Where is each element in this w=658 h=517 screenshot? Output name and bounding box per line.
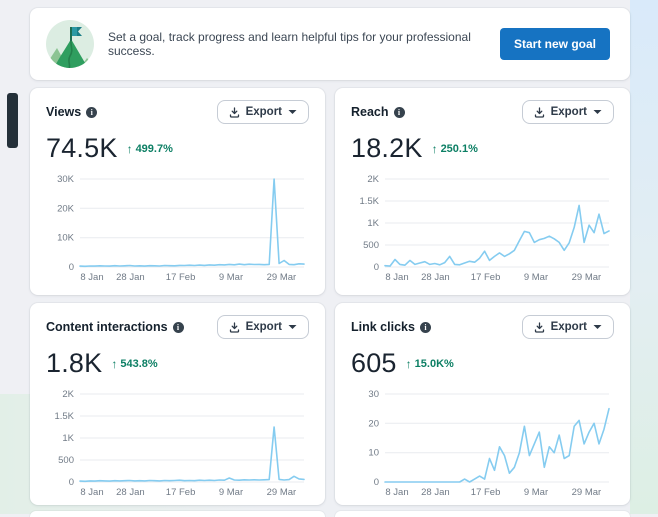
svg-text:8 Jan: 8 Jan xyxy=(385,272,408,283)
trend-chart: 0 10K 20K 30K 8 Jan 28 Jan 17 Feb 9 Mar 29 Mar xyxy=(57,174,305,283)
info-icon[interactable]: i xyxy=(393,106,405,118)
svg-text:28 Jan: 28 Jan xyxy=(421,487,450,498)
svg-text:9 Mar: 9 Mar xyxy=(524,272,548,283)
next-row-card-stub xyxy=(335,511,630,517)
export-button[interactable]: Export xyxy=(216,315,309,339)
metric-card-reach: Reach i Export 18.2K ↑ 250.1% 0 500 1K 1.5K 2… xyxy=(335,88,630,295)
export-button[interactable]: Export xyxy=(216,100,309,124)
svg-text:9 Mar: 9 Mar xyxy=(219,272,243,283)
download-icon xyxy=(534,106,544,118)
side-tab-handle[interactable] xyxy=(7,93,18,148)
delta-badge: ↑ 543.8% xyxy=(111,357,157,371)
card-title: Content interactions xyxy=(46,320,168,334)
export-label: Export xyxy=(550,321,587,333)
svg-text:9 Mar: 9 Mar xyxy=(219,487,243,498)
svg-text:0: 0 xyxy=(374,262,379,273)
export-button[interactable]: Export xyxy=(521,315,614,339)
metric-value: 18.2K xyxy=(351,133,423,163)
svg-text:20K: 20K xyxy=(57,203,75,214)
card-title: Link clicks xyxy=(351,320,415,334)
info-icon[interactable]: i xyxy=(86,106,98,118)
delta-badge: ↑ 499.7% xyxy=(127,142,173,156)
delta-badge: ↑ 15.0K% xyxy=(406,357,454,371)
svg-text:20: 20 xyxy=(368,418,379,429)
metric-value: 605 xyxy=(351,348,397,378)
svg-text:8 Jan: 8 Jan xyxy=(80,272,103,283)
caret-down-icon xyxy=(288,110,297,114)
svg-text:17 Feb: 17 Feb xyxy=(166,487,196,498)
arrow-up-icon: ↑ xyxy=(431,141,438,156)
download-icon xyxy=(229,321,239,333)
delta-value: 250.1% xyxy=(440,142,478,155)
delta-badge: ↑ 250.1% xyxy=(432,142,478,156)
delta-value: 543.8% xyxy=(120,357,158,370)
svg-text:29 Mar: 29 Mar xyxy=(572,487,602,498)
svg-text:28 Jan: 28 Jan xyxy=(116,487,145,498)
svg-text:8 Jan: 8 Jan xyxy=(80,487,103,498)
export-button[interactable]: Export xyxy=(521,100,614,124)
svg-text:29 Mar: 29 Mar xyxy=(267,272,297,283)
metric-value: 1.8K xyxy=(46,348,103,378)
caret-down-icon xyxy=(288,325,297,329)
svg-text:9 Mar: 9 Mar xyxy=(524,487,548,498)
banner-message: Set a goal, track progress and learn hel… xyxy=(108,30,471,58)
svg-text:500: 500 xyxy=(363,240,379,251)
svg-text:28 Jan: 28 Jan xyxy=(421,272,450,283)
metric-value: 74.5K xyxy=(46,133,118,163)
caret-down-icon xyxy=(593,325,602,329)
svg-text:10: 10 xyxy=(368,448,379,459)
metric-card-views: Views i Export 74.5K ↑ 499.7% 0 10K 20K 30K 8… xyxy=(30,88,325,295)
delta-value: 15.0K% xyxy=(414,357,454,370)
svg-text:1.5K: 1.5K xyxy=(359,196,379,207)
svg-text:17 Feb: 17 Feb xyxy=(471,487,501,498)
svg-text:8 Jan: 8 Jan xyxy=(385,487,408,498)
arrow-up-icon: ↑ xyxy=(111,356,118,371)
svg-text:10K: 10K xyxy=(57,233,75,244)
svg-text:0: 0 xyxy=(374,477,379,488)
svg-text:1.5K: 1.5K xyxy=(54,411,74,422)
trend-chart: 0 500 1K 1.5K 2K 8 Jan 28 Jan 17 Feb 9 Mar 29 Mar xyxy=(54,389,305,498)
goal-flag-icon xyxy=(46,20,94,68)
svg-text:1K: 1K xyxy=(62,433,74,444)
export-label: Export xyxy=(245,321,282,333)
export-label: Export xyxy=(550,106,587,118)
svg-text:29 Mar: 29 Mar xyxy=(572,272,602,283)
info-icon[interactable]: i xyxy=(172,321,184,333)
info-icon[interactable]: i xyxy=(419,321,431,333)
caret-down-icon xyxy=(593,110,602,114)
svg-text:28 Jan: 28 Jan xyxy=(116,272,145,283)
svg-text:2K: 2K xyxy=(62,389,74,400)
delta-value: 499.7% xyxy=(135,142,173,155)
svg-text:17 Feb: 17 Feb xyxy=(471,272,501,283)
metric-card-content-interactions: Content interactions i Export 1.8K ↑ 543.… xyxy=(30,303,325,505)
export-label: Export xyxy=(245,106,282,118)
svg-text:17 Feb: 17 Feb xyxy=(166,272,196,283)
svg-text:29 Mar: 29 Mar xyxy=(267,487,297,498)
arrow-up-icon: ↑ xyxy=(405,356,412,371)
svg-text:500: 500 xyxy=(58,455,74,466)
next-row-card-stub xyxy=(30,511,325,517)
svg-text:30K: 30K xyxy=(57,174,75,185)
goal-banner: Set a goal, track progress and learn hel… xyxy=(30,8,630,80)
arrow-up-icon: ↑ xyxy=(126,141,133,156)
card-title: Views xyxy=(46,105,82,119)
trend-chart: 0 10 20 30 8 Jan 28 Jan 17 Feb 9 Mar 29 Mar xyxy=(368,389,610,498)
svg-text:0: 0 xyxy=(69,477,74,488)
card-title: Reach xyxy=(351,105,389,119)
metric-card-link-clicks: Link clicks i Export 605 ↑ 15.0K% 0 10 20 30… xyxy=(335,303,630,505)
start-new-goal-button[interactable]: Start new goal xyxy=(499,28,610,60)
trend-chart: 0 500 1K 1.5K 2K 8 Jan 28 Jan 17 Feb 9 Mar 29 Mar xyxy=(359,174,610,283)
svg-text:30: 30 xyxy=(368,389,379,400)
svg-text:0: 0 xyxy=(69,262,74,273)
svg-text:2K: 2K xyxy=(367,174,379,185)
download-icon xyxy=(534,321,544,333)
svg-text:1K: 1K xyxy=(367,218,379,229)
download-icon xyxy=(229,106,239,118)
